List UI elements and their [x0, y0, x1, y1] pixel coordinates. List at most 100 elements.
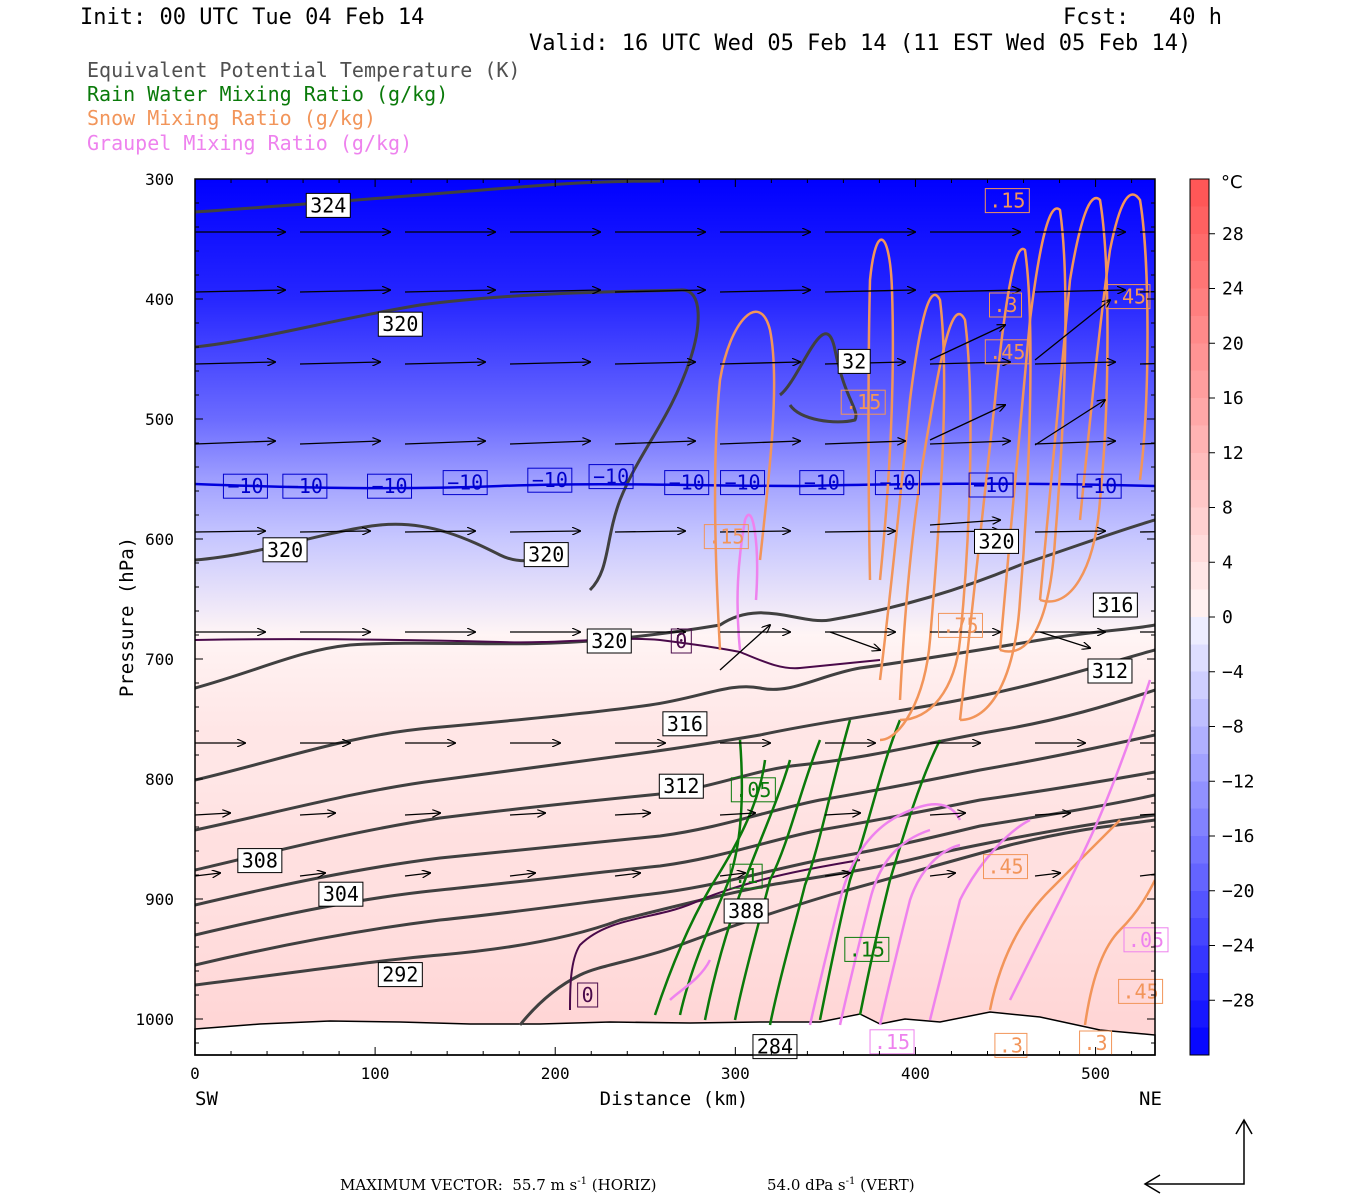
colorbar-tick-label: 24 — [1222, 279, 1244, 300]
wind-vector — [404, 441, 485, 444]
wind-vector — [404, 531, 475, 532]
y-tick-label: 800 — [145, 770, 174, 789]
theta-e-contour — [195, 648, 1155, 832]
wind-vector — [929, 813, 965, 815]
wind-vector — [509, 441, 590, 444]
snow-label: .45 — [989, 340, 1025, 364]
theta-e-label-box — [658, 773, 704, 799]
theta-e-contour — [195, 733, 1155, 907]
isotherm-label-box — [527, 467, 573, 493]
snow-label: .45 — [1123, 979, 1159, 1003]
x-end-right: NE — [1139, 1088, 1162, 1110]
isotherm-label-box — [874, 470, 920, 496]
wind-vector — [824, 290, 915, 292]
snow-label-box — [984, 339, 1030, 365]
snow-label-box — [937, 612, 983, 638]
theta-e-label-box — [237, 848, 283, 874]
theta-e-label-box — [305, 192, 351, 218]
wind-vector — [1139, 362, 1155, 365]
theta-e-label: 32 — [842, 349, 866, 373]
isotherm-label: −10 — [371, 474, 407, 498]
colorbar-tick-label: −28 — [1222, 990, 1255, 1011]
wind-vector — [1039, 631, 1090, 648]
wind-vector — [929, 873, 955, 876]
x-tick-label: 0 — [190, 1064, 200, 1083]
snow-contour — [878, 293, 946, 742]
wind-vector — [299, 441, 380, 444]
y-tick-label: 400 — [145, 290, 174, 309]
theta-e-contour — [518, 818, 1155, 1026]
legend-graupel: Graupel Mixing Ratio (g/kg) — [87, 131, 413, 155]
colorbar-unit: °C — [1221, 172, 1243, 193]
wind-vector — [509, 531, 580, 532]
init-time: Init: 00 UTC Tue 04 Feb 14 — [80, 5, 425, 30]
graupel-contour — [928, 818, 1031, 1021]
snow-contour — [988, 819, 1121, 1011]
graupel-label-box — [1123, 927, 1169, 953]
theta-e-label: 320 — [267, 538, 303, 562]
snow-label: .45 — [987, 855, 1023, 879]
theta-e-label: 316 — [1097, 593, 1133, 617]
theta-e-label: 308 — [242, 849, 278, 873]
isotherm-label: −10 — [879, 471, 915, 495]
snow-label: .3 — [993, 293, 1017, 317]
isotherm-label: −10 — [532, 468, 568, 492]
colorbar-tick-label: 20 — [1222, 333, 1244, 354]
isotherm-0 — [569, 859, 861, 1011]
forecast-hour: Fcst: 40 h — [1063, 5, 1222, 30]
valid-time: Valid: 16 UTC Wed 05 Feb 14 (11 EST Wed … — [529, 31, 1192, 56]
wind-vector — [1034, 531, 1105, 532]
y-tick-label: 700 — [145, 650, 174, 669]
wind-vector — [1139, 531, 1155, 533]
x-tick-label: 200 — [541, 1064, 570, 1083]
wind-vector — [195, 290, 285, 292]
snow-label: .15 — [708, 525, 744, 549]
isotherm-label-box — [222, 473, 268, 499]
isotherm-label-box — [577, 982, 599, 1008]
snow-contour — [898, 313, 972, 722]
rain-contour — [818, 719, 902, 1021]
rain-contour — [703, 759, 792, 1021]
wind-vector — [929, 520, 1000, 526]
theta-e-contour — [195, 813, 1155, 987]
rain-contour — [733, 739, 822, 1021]
isotherm-label: −10 — [1081, 474, 1117, 498]
wind-vector — [404, 290, 495, 292]
snow-label: .15 — [989, 189, 1025, 213]
graupel-label: .05 — [1128, 928, 1164, 952]
isotherm-label: −10 — [593, 465, 629, 489]
wind-vector — [1034, 400, 1105, 446]
snow-contour — [1083, 879, 1155, 1026]
theta-e-label: 320 — [382, 312, 418, 336]
rain-contour — [678, 739, 744, 1016]
graupel-contour — [736, 513, 759, 651]
snow-label-box — [1118, 978, 1164, 1004]
y-tick-label: 900 — [145, 890, 174, 909]
x-tick-label: 500 — [1081, 1064, 1110, 1083]
graupel-contour — [1008, 679, 1152, 1001]
wind-vector — [1139, 813, 1155, 816]
isotherm-label: −10 — [724, 471, 760, 495]
wind-vector — [824, 441, 905, 444]
rain-contour — [858, 739, 942, 1016]
wind-vector — [719, 813, 755, 815]
wind-vector — [1034, 300, 1110, 361]
isotherm-label: −10 — [669, 471, 705, 495]
wind-vector — [614, 362, 695, 364]
x-tick-label: 100 — [361, 1064, 390, 1083]
isotherm-label-box — [799, 470, 845, 496]
wind-vector — [719, 362, 800, 364]
isotherm-label: 0 — [582, 983, 594, 1007]
rain-label-box — [844, 936, 890, 962]
isotherm-label: −10 — [227, 474, 263, 498]
wind-vector — [614, 813, 650, 815]
colorbar-tick-label: −12 — [1222, 771, 1255, 792]
wind-vector — [509, 362, 590, 364]
theta-e-label: 312 — [1092, 659, 1128, 683]
snow-label: .75 — [942, 613, 978, 637]
wind-vector — [195, 531, 265, 532]
theta-e-contour — [195, 688, 1155, 872]
isotherm-label: −10 — [973, 473, 1009, 497]
snow-label-box — [984, 188, 1030, 214]
theta-e-contour — [195, 770, 1155, 937]
